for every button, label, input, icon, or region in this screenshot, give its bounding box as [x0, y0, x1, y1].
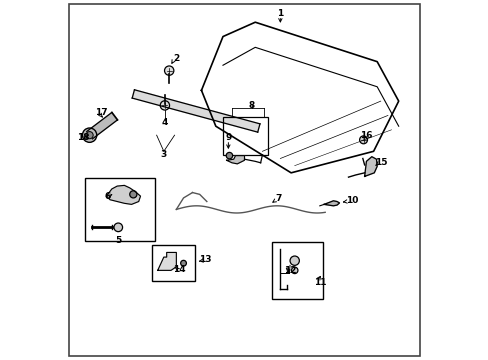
Text: 13: 13: [199, 255, 212, 264]
Text: 4: 4: [162, 118, 168, 127]
Text: 1: 1: [277, 9, 283, 18]
Text: 3: 3: [161, 150, 166, 159]
Circle shape: [359, 136, 367, 144]
Text: 14: 14: [173, 265, 185, 274]
Bar: [152, 245, 195, 281]
Circle shape: [129, 191, 137, 198]
Polygon shape: [324, 201, 339, 206]
Text: 11: 11: [314, 278, 326, 287]
Bar: [272, 242, 322, 299]
Bar: [85, 178, 155, 241]
Polygon shape: [86, 112, 117, 139]
Text: 6: 6: [104, 192, 110, 201]
Polygon shape: [132, 90, 260, 132]
Text: 5: 5: [115, 236, 121, 245]
Polygon shape: [226, 156, 244, 164]
Circle shape: [164, 66, 174, 75]
Bar: [223, 117, 267, 155]
Circle shape: [180, 260, 186, 266]
Text: 7: 7: [275, 194, 281, 203]
Text: 8: 8: [248, 101, 254, 110]
Circle shape: [160, 101, 169, 110]
Text: 16: 16: [360, 131, 372, 140]
Circle shape: [289, 256, 299, 265]
Text: 12: 12: [284, 266, 296, 275]
Circle shape: [226, 152, 232, 159]
Text: 9: 9: [224, 133, 231, 142]
Polygon shape: [106, 185, 140, 204]
Text: 15: 15: [374, 158, 387, 167]
Polygon shape: [364, 157, 376, 176]
Text: 10: 10: [345, 195, 358, 204]
Circle shape: [86, 132, 93, 139]
Text: 2: 2: [173, 54, 179, 63]
Circle shape: [114, 223, 122, 231]
Polygon shape: [158, 252, 176, 270]
Circle shape: [291, 267, 297, 274]
Text: 18: 18: [77, 133, 89, 142]
Circle shape: [82, 128, 97, 142]
Text: 17: 17: [95, 108, 108, 117]
